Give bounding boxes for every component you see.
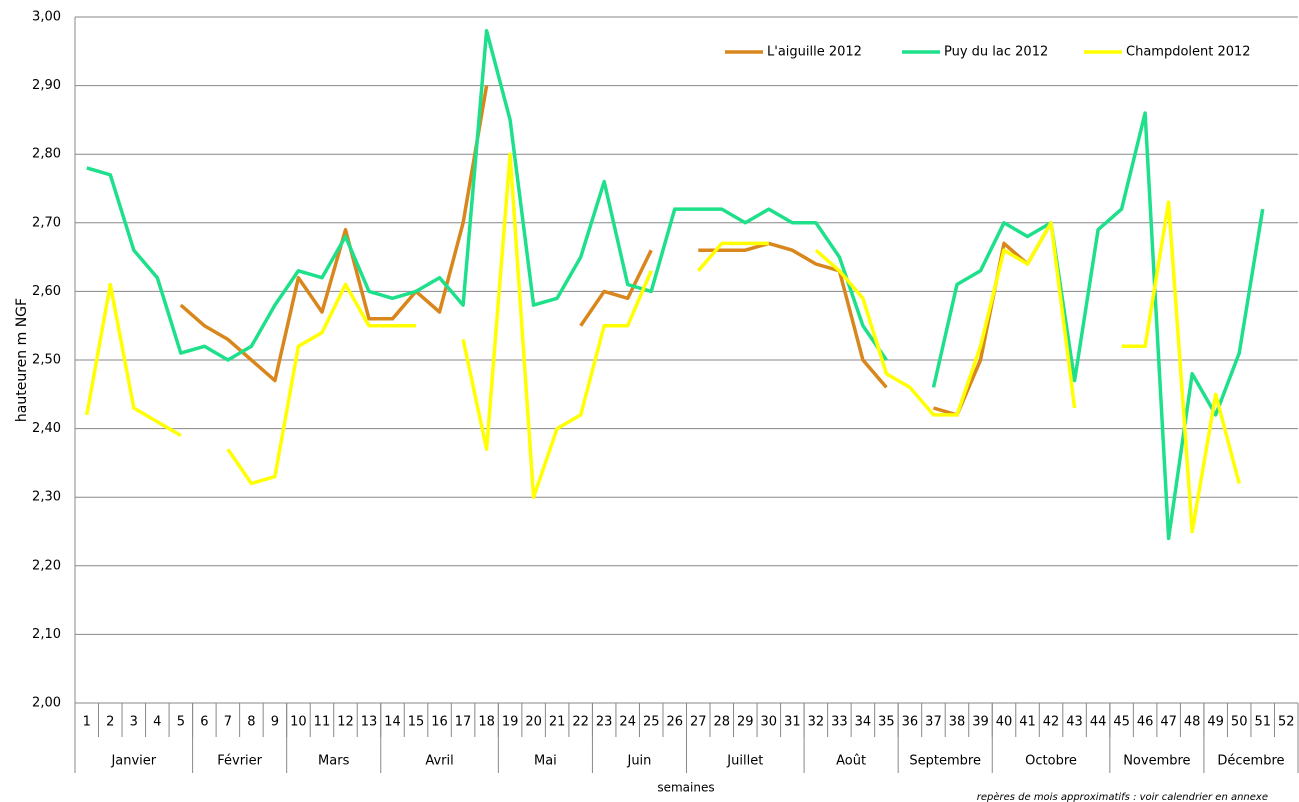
x-tick-label: 18 [478, 715, 495, 730]
y-tick-label: 2,40 [32, 421, 61, 436]
x-tick-label: 50 [1231, 715, 1248, 730]
x-tick-label: 38 [949, 715, 966, 730]
x-tick-label: 9 [271, 715, 279, 730]
x-tick-label: 14 [384, 715, 401, 730]
x-tick-label: 17 [455, 715, 472, 730]
x-tick-label: 51 [1254, 715, 1271, 730]
x-tick-label: 21 [549, 715, 566, 730]
y-tick-label: 2,90 [32, 78, 61, 93]
x-tick-label: 32 [808, 715, 825, 730]
note: repères de mois approximatifs : voir cal… [977, 791, 1268, 802]
x-tick-label: 47 [1160, 715, 1177, 730]
x-tick-label: 44 [1090, 715, 1107, 730]
x-tick-label: 46 [1137, 715, 1154, 730]
x-tick-label: 25 [643, 715, 660, 730]
x-tick-label: 2 [106, 715, 114, 730]
x-tick-label: 27 [690, 715, 707, 730]
x-tick-label: 35 [878, 715, 895, 730]
x-tick-label: 29 [737, 715, 754, 730]
x-tick-label: 33 [831, 715, 848, 730]
month-label: Février [217, 754, 262, 769]
y-tick-label: 2,30 [32, 490, 61, 505]
month-label: Juillet [726, 754, 763, 769]
month-label: Septembre [909, 754, 981, 769]
x-tick-label: 52 [1278, 715, 1295, 730]
month-label: Juin [626, 754, 651, 769]
x-tick-label: 22 [572, 715, 589, 730]
y-tick-label: 2,70 [32, 215, 61, 230]
series-line [86, 28, 1265, 541]
x-tick-label: 42 [1043, 715, 1060, 730]
x-tick-label: 49 [1207, 715, 1224, 730]
x-tick-label: 8 [247, 715, 255, 730]
x-tick-label: 41 [1019, 715, 1036, 730]
y-tick-label: 2,10 [32, 627, 61, 642]
y-tick-label: 3,00 [32, 10, 61, 25]
x-tick-label: 19 [502, 715, 519, 730]
x-tick-label: 26 [666, 715, 683, 730]
x-tick-label: 20 [525, 715, 542, 730]
month-label: Novembre [1123, 754, 1190, 769]
x-tick-label: 45 [1113, 715, 1130, 730]
x-tick-label: 48 [1184, 715, 1201, 730]
month-label: Décembre [1217, 754, 1284, 769]
y-tick-label: 2,60 [32, 284, 61, 299]
x-axis-label: semaines [657, 781, 714, 795]
y-tick-label: 2,20 [32, 558, 61, 573]
x-tick-label: 28 [714, 715, 731, 730]
month-label: Mars [318, 754, 350, 769]
month-label: Août [836, 754, 866, 769]
legend-label: Puy du lac 2012 [944, 45, 1048, 60]
month-label: Avril [425, 754, 453, 769]
x-tick-label: 13 [361, 715, 378, 730]
x-tick-label: 40 [996, 715, 1013, 730]
x-tick-label: 10 [290, 715, 307, 730]
x-tick-label: 43 [1066, 715, 1083, 730]
x-tick-label: 15 [408, 715, 425, 730]
x-tick-label: 12 [337, 715, 354, 730]
x-tick-label: 7 [224, 715, 232, 730]
y-tick-label: 2,00 [32, 696, 61, 711]
y-tick-label: 2,50 [32, 353, 61, 368]
x-tick-label: 5 [177, 715, 185, 730]
x-tick-label: 34 [855, 715, 872, 730]
x-tick-label: 31 [784, 715, 801, 730]
x-tick-label: 16 [431, 715, 448, 730]
x-tick-label: 36 [902, 715, 919, 730]
series-line [85, 152, 1241, 534]
x-tick-label: 24 [619, 715, 636, 730]
x-tick-label: 39 [972, 715, 989, 730]
legend-label: Champdolent 2012 [1126, 45, 1251, 60]
x-tick-label: 4 [153, 715, 161, 730]
legend-label: L'aiguille 2012 [767, 45, 862, 60]
x-tick-label: 6 [200, 715, 208, 730]
x-tick-label: 1 [83, 715, 91, 730]
x-tick-label: 30 [761, 715, 778, 730]
x-tick-label: 11 [314, 715, 331, 730]
y-axis-label: hauteuren m NGF [14, 298, 30, 422]
series-line [179, 85, 1053, 417]
x-tick-label: 3 [130, 715, 138, 730]
x-tick-label: 37 [925, 715, 942, 730]
month-label: Mai [534, 754, 557, 769]
month-label: Janvier [110, 754, 156, 769]
y-tick-label: 2,80 [32, 147, 61, 162]
month-label: Octobre [1025, 754, 1077, 769]
x-tick-label: 23 [596, 715, 613, 730]
